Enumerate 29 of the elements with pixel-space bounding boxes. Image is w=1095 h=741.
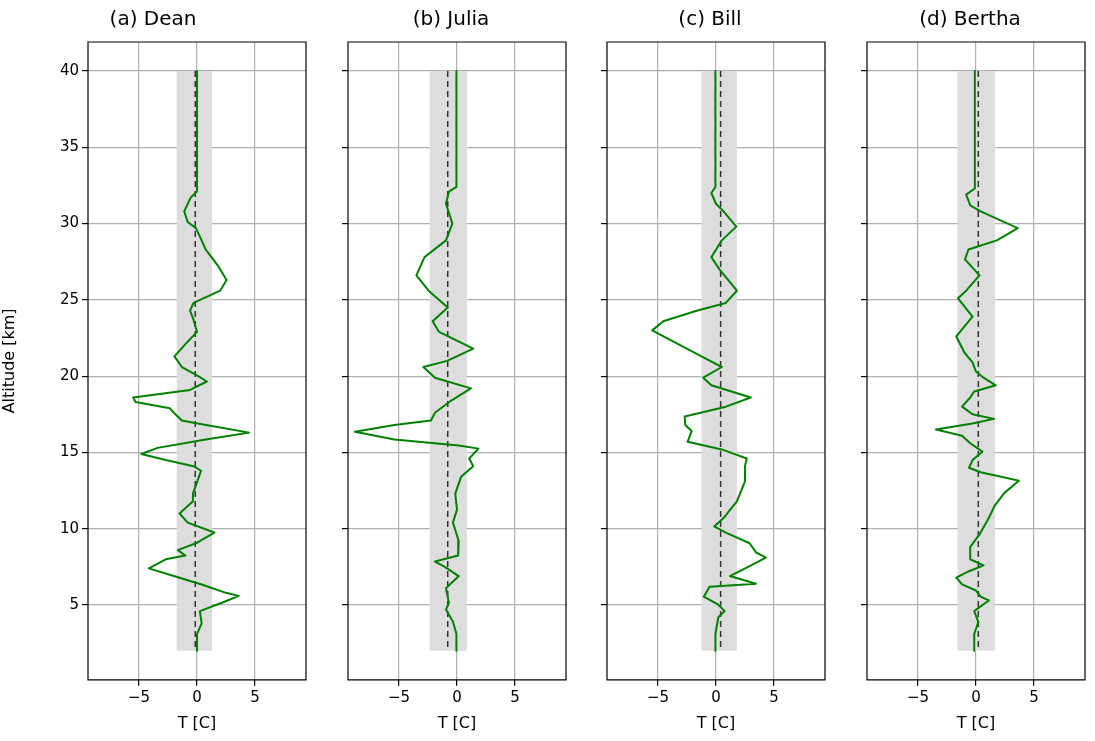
x-tick-label: 0 (192, 687, 202, 706)
y-tick-label: 35 (59, 137, 79, 156)
chart-title: (c) Bill (678, 6, 743, 31)
x-tick-label: −5 (647, 687, 670, 706)
x-tick-label: −5 (127, 687, 151, 706)
chart-title: (a) Dean (109, 6, 197, 31)
x-tick-label: 5 (250, 687, 260, 706)
y-tick-label: 25 (59, 289, 79, 308)
x-tick-label: −5 (387, 687, 410, 706)
y-tick-label: 15 (59, 442, 79, 461)
x-tick-label: 5 (769, 687, 780, 706)
x-tick-label: 0 (971, 687, 981, 706)
x-axis-title: T [C] (176, 712, 217, 732)
x-tick-label: 5 (509, 687, 520, 706)
y-axis-title: Altitude [km] (0, 308, 18, 414)
y-tick-label: 40 (59, 60, 79, 79)
chart-title: (d) Bertha (919, 6, 1021, 31)
x-tick-label: 0 (451, 687, 462, 706)
chart-title: (b) Julia (412, 6, 489, 31)
x-axis-title: T [C] (955, 712, 996, 732)
x-tick-label: 0 (711, 687, 722, 706)
y-tick-label: 5 (69, 594, 79, 613)
x-axis-title: T [C] (436, 712, 476, 732)
x-tick-label: 5 (1029, 687, 1039, 706)
y-tick-label: 30 (59, 213, 79, 232)
x-axis-title: T [C] (696, 712, 736, 732)
x-tick-label: −5 (907, 687, 930, 706)
y-tick-label: 10 (59, 518, 79, 537)
y-tick-label: 20 (59, 366, 79, 385)
